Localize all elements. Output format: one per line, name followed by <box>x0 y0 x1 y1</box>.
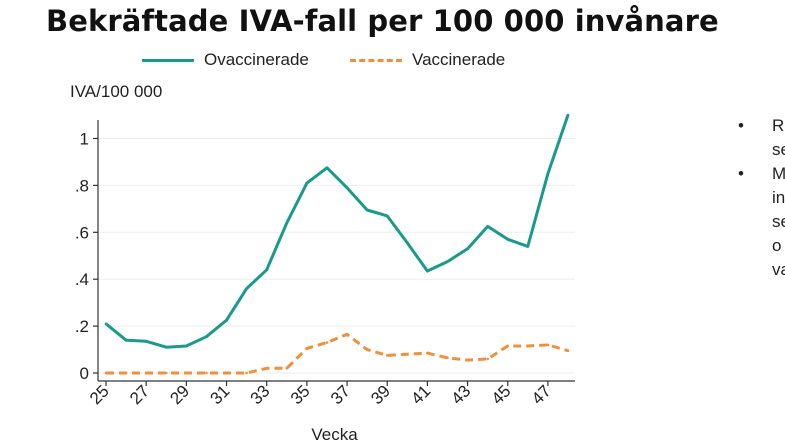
series-line <box>106 332 569 375</box>
y-tick-label: .6 <box>75 223 89 242</box>
bullet-text: M in se o va <box>772 164 785 279</box>
data-point <box>345 333 349 336</box>
y-tick-label: .8 <box>75 176 89 195</box>
data-point <box>245 287 248 290</box>
data-point <box>426 269 429 273</box>
legend-item-unvaccinated: Ovaccinerade <box>142 50 309 70</box>
legend-swatch-unvaccinated <box>142 58 194 62</box>
data-point <box>506 238 510 241</box>
data-point <box>245 371 248 375</box>
x-tick-label: 25 <box>86 381 113 408</box>
data-point <box>144 371 148 375</box>
data-point <box>466 247 469 251</box>
x-axis-label: Vecka <box>311 425 358 443</box>
data-point <box>265 367 268 370</box>
data-point <box>285 367 289 370</box>
data-point <box>365 208 369 212</box>
bullet-marker: • <box>738 116 744 135</box>
data-point <box>446 356 449 360</box>
data-point <box>345 186 349 190</box>
data-point <box>205 371 208 375</box>
data-point <box>406 241 409 245</box>
data-point <box>446 260 449 263</box>
data-point <box>225 371 228 375</box>
bullet-list: • R se • M in se o va <box>738 114 785 282</box>
plot-area <box>98 120 575 381</box>
y-tick-label: 1 <box>80 130 89 149</box>
x-tick-label: 37 <box>327 381 354 408</box>
legend-label-vaccinated: Vaccinerade <box>412 50 506 69</box>
series-line <box>105 114 570 349</box>
y-axis-label: IVA/100 000 <box>70 82 163 101</box>
data-point <box>185 371 188 375</box>
data-point <box>325 341 329 344</box>
data-point <box>426 351 429 355</box>
x-tick-label: 39 <box>367 381 394 408</box>
legend-label-unvaccinated: Ovaccinerade <box>204 50 309 69</box>
data-point <box>124 371 128 375</box>
x-tick-label: 41 <box>407 381 434 408</box>
bullet-item: • R se <box>738 114 785 162</box>
data-point <box>285 221 289 225</box>
x-tick-label: 45 <box>488 381 515 408</box>
chart-legend: Ovaccinerade Vaccinerade <box>0 50 785 76</box>
data-point <box>486 225 489 228</box>
data-point <box>526 344 530 348</box>
data-point <box>104 371 108 375</box>
data-point <box>385 354 389 357</box>
legend-item-vaccinated: Vaccinerade <box>350 50 505 70</box>
data-point <box>506 344 510 348</box>
data-point <box>305 181 309 185</box>
y-tick-label: .2 <box>75 317 89 336</box>
bullet-marker: • <box>738 164 744 183</box>
data-point <box>164 345 168 349</box>
bullet-item: • M in se o va <box>738 162 785 282</box>
data-point <box>546 343 550 347</box>
data-point <box>265 268 268 272</box>
data-point <box>385 214 389 218</box>
legend-swatch-vaccinated <box>350 58 402 62</box>
data-point <box>566 113 570 117</box>
bullet-text: R se <box>772 116 785 159</box>
data-point <box>104 322 108 326</box>
data-point <box>365 348 369 351</box>
x-tick-label: 27 <box>126 381 153 408</box>
x-tick-label: 29 <box>166 381 193 408</box>
data-point <box>325 166 329 170</box>
data-point <box>305 347 309 350</box>
data-point <box>185 344 188 348</box>
x-tick-label: 47 <box>528 381 555 408</box>
series-vaccinated <box>104 332 570 375</box>
series-unvaccinated <box>104 113 570 349</box>
y-tick-label: 0 <box>80 364 89 383</box>
data-point <box>144 340 148 343</box>
x-tick-label: 31 <box>207 381 234 408</box>
data-point <box>225 318 228 322</box>
x-tick-label: 43 <box>448 381 475 408</box>
x-tick-label: 33 <box>247 381 274 408</box>
x-tick-label: 35 <box>287 381 314 408</box>
data-point <box>566 349 570 353</box>
chart-title: Bekräftade IVA-fall per 100 000 invånare <box>46 4 719 38</box>
data-point <box>546 172 550 175</box>
data-point <box>164 371 168 375</box>
y-tick-label: .4 <box>75 270 89 289</box>
data-point <box>124 338 128 342</box>
data-point <box>526 245 530 248</box>
data-point <box>466 358 469 362</box>
data-point <box>205 335 208 338</box>
data-point <box>406 352 409 356</box>
data-point <box>486 357 489 361</box>
